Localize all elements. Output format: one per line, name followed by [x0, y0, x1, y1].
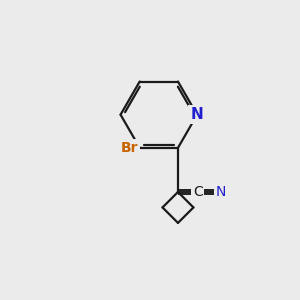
- Text: C: C: [193, 185, 203, 199]
- Text: Br: Br: [121, 141, 138, 155]
- Text: N: N: [191, 107, 203, 122]
- Text: N: N: [216, 185, 226, 199]
